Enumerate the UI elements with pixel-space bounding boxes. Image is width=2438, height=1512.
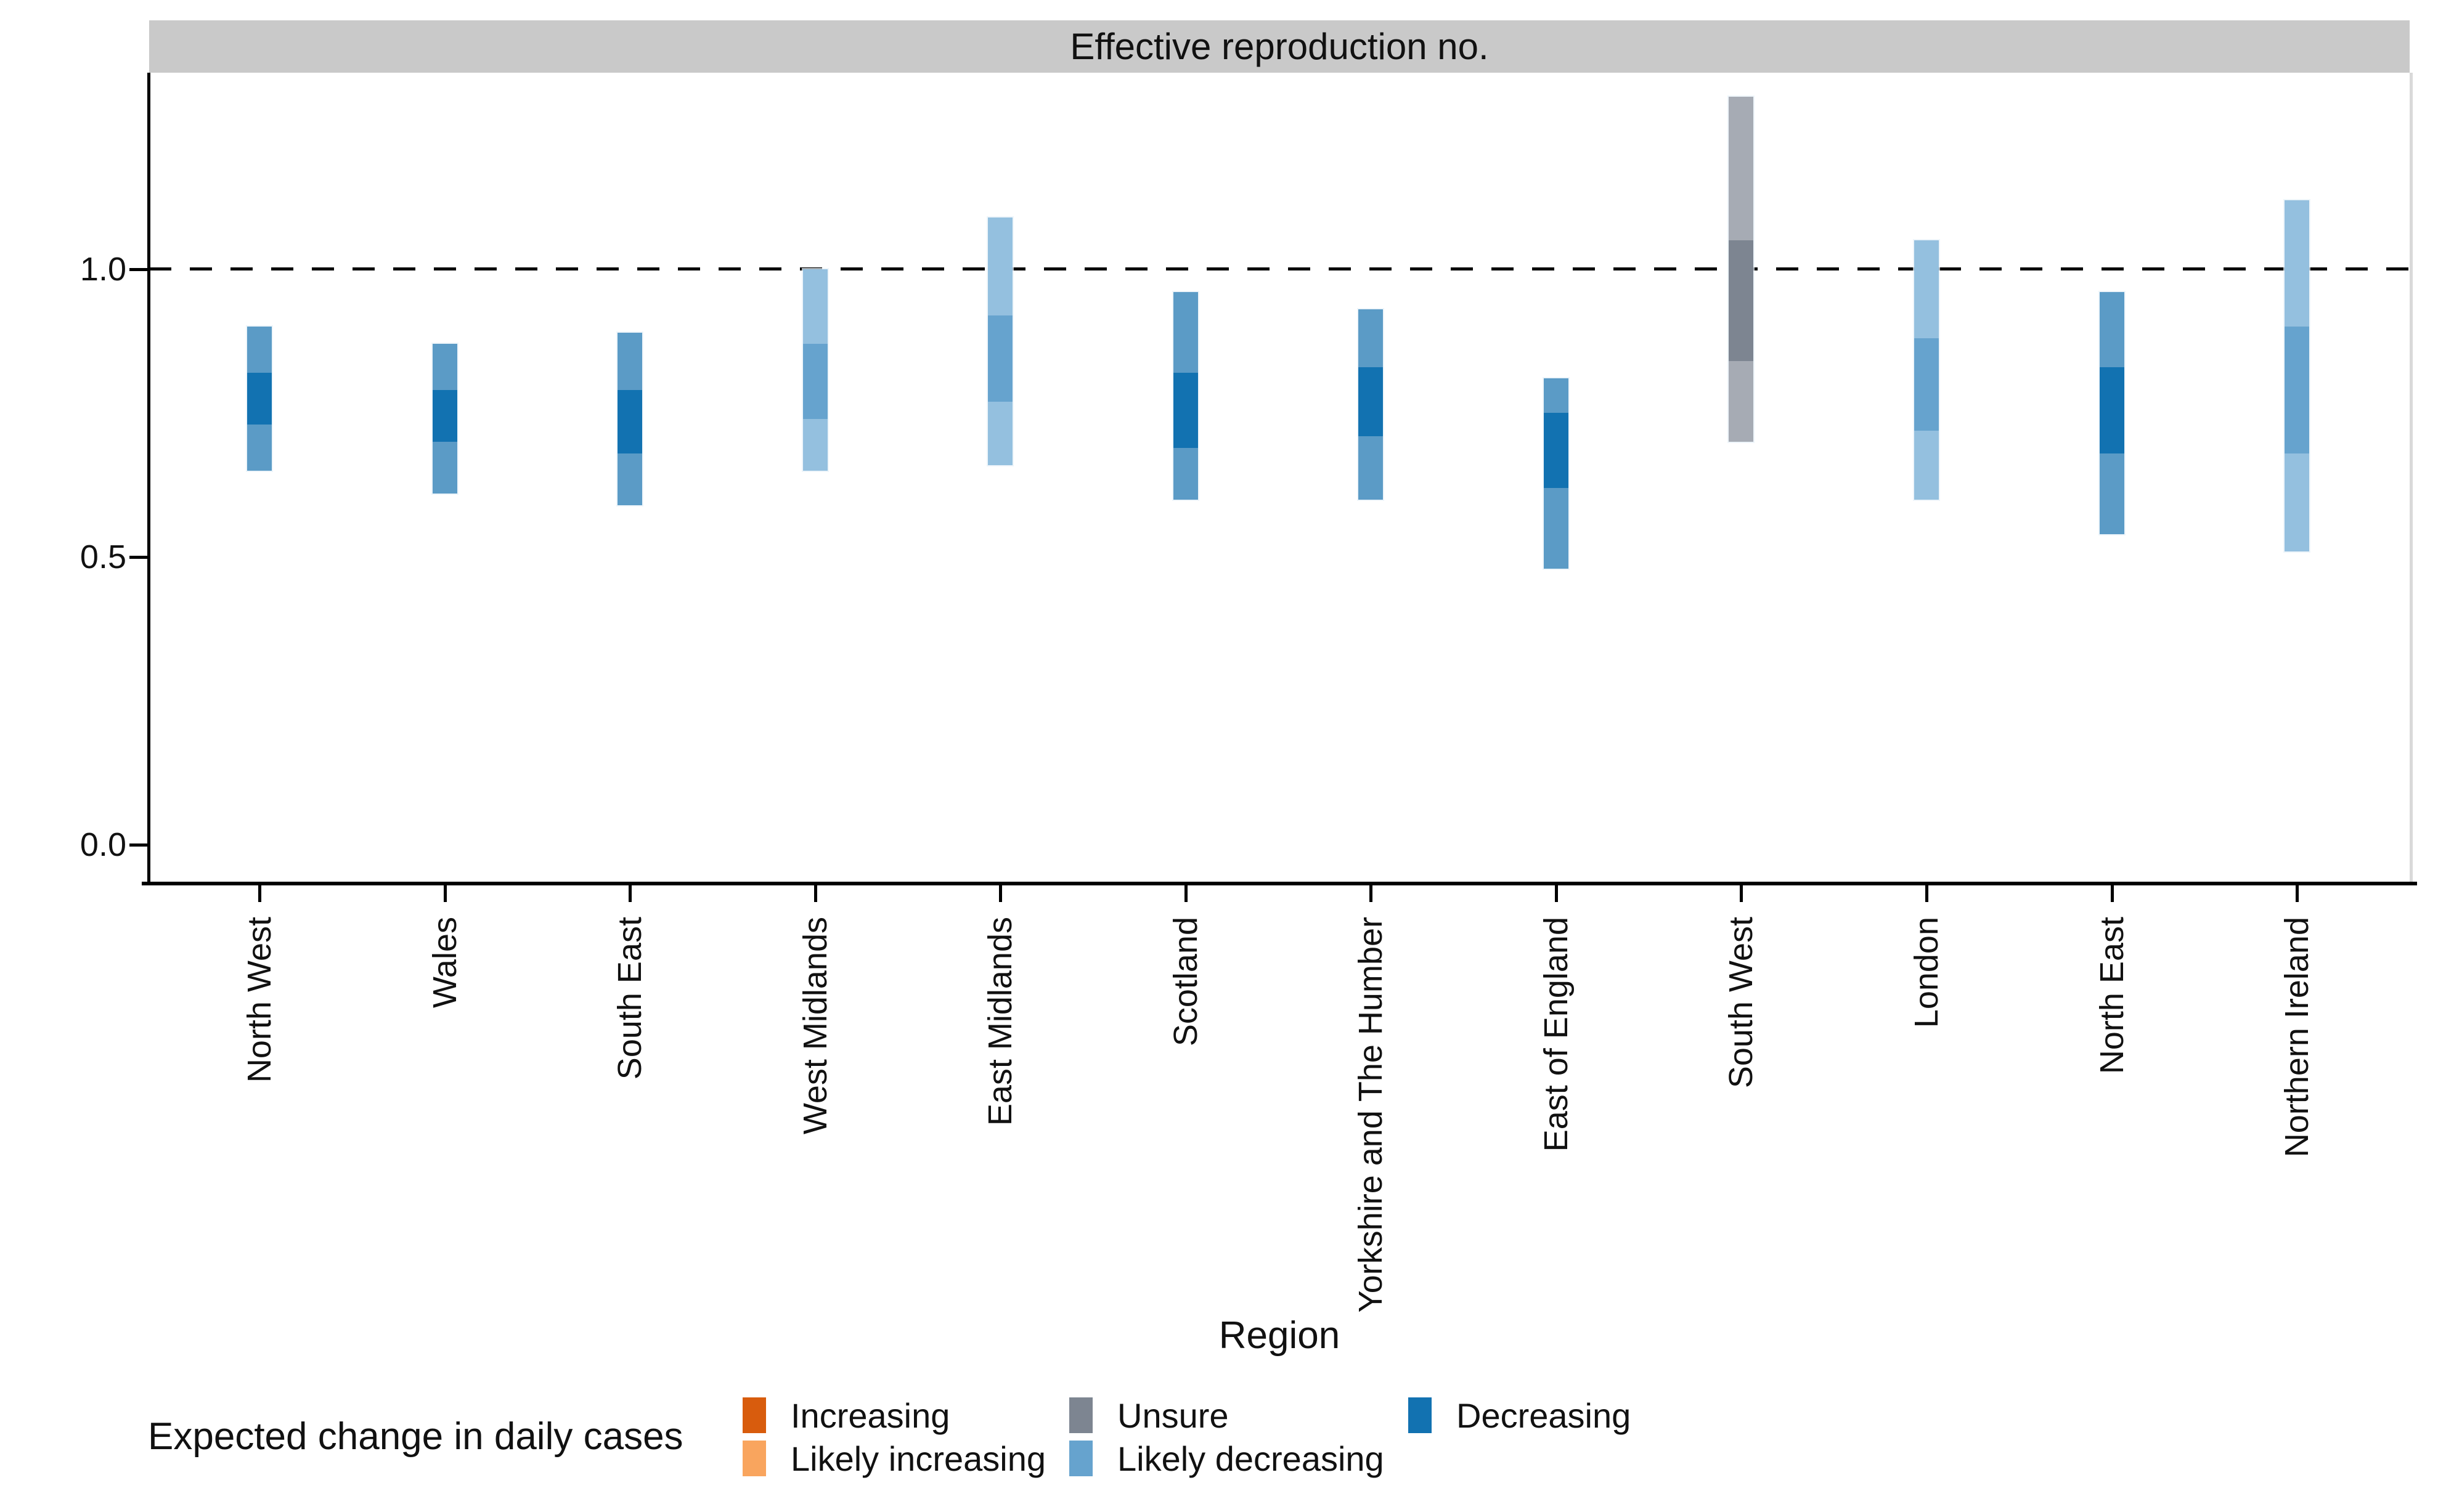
y-tick-label: 1.0: [80, 251, 126, 288]
x-tick-label: Northern Ireland: [2278, 917, 2316, 1158]
x-tick: [1554, 882, 1558, 902]
legend-label: Likely decreasing: [1117, 1439, 1384, 1478]
x-tick: [1184, 882, 1188, 902]
ci-bar-inner: [1173, 373, 1198, 448]
reference-line-r1: [149, 267, 2410, 270]
x-tick: [2296, 882, 2299, 902]
ci-bar-scotland: [1172, 291, 1199, 501]
x-tick-label: South East: [611, 917, 649, 1080]
x-axis-line: [142, 882, 2417, 885]
x-tick: [2110, 882, 2114, 902]
x-axis-title: Region: [1218, 1314, 1340, 1357]
legend-swatch-likely-decreasing: [1069, 1441, 1093, 1476]
ci-bar-inner: [1358, 367, 1384, 436]
y-tick-label: 0.0: [80, 826, 126, 863]
x-tick-label: North West: [241, 917, 278, 1083]
y-tick-label: 0.5: [80, 539, 126, 575]
x-tick: [1369, 882, 1373, 902]
ci-bar-inner: [988, 315, 1013, 402]
legend-swatch-increasing: [743, 1397, 766, 1433]
ci-bar-london: [1912, 239, 1940, 501]
x-tick-label: Scotland: [1167, 917, 1204, 1047]
facet-strip: Effective reproduction no.: [149, 20, 2410, 73]
y-axis-line: [147, 73, 150, 885]
ci-bar-inner: [247, 373, 272, 425]
ci-bar-north-east: [2098, 291, 2126, 535]
ci-bar-south-west: [1727, 95, 1755, 444]
x-tick-label: Wales: [426, 917, 463, 1009]
ci-bar-east-of-england: [1542, 377, 1570, 570]
plot-panel: [149, 73, 2413, 882]
x-tick-label: East Midlands: [982, 917, 1019, 1126]
x-tick-label: Yorkshire and The Humber: [1352, 917, 1390, 1313]
legend-swatch-unsure: [1069, 1397, 1093, 1433]
ci-bar-northern-ireland: [2283, 198, 2311, 553]
legend-label: Likely increasing: [791, 1439, 1046, 1478]
x-tick-label: South West: [1722, 917, 1760, 1089]
x-tick: [1925, 882, 1928, 902]
x-tick: [813, 882, 817, 902]
y-tick: [129, 556, 149, 559]
ci-bar-inner: [802, 344, 828, 419]
x-tick-label: East of England: [1537, 917, 1575, 1152]
legend-label: Unsure: [1117, 1396, 1229, 1435]
legend-label: Decreasing: [1456, 1396, 1631, 1435]
y-tick: [129, 268, 149, 271]
legend-swatch-decreasing: [1408, 1397, 1432, 1433]
x-tick-label: West Midlands: [796, 917, 834, 1135]
ci-bar-inner: [1914, 338, 1939, 431]
ci-bar-yorkshire-and-the-humber: [1357, 308, 1385, 501]
chart-title: Effective reproduction no.: [1070, 26, 1489, 67]
legend-swatch-likely-increasing: [743, 1441, 766, 1476]
y-tick: [129, 843, 149, 847]
ci-bar-north-west: [246, 325, 273, 472]
ci-bar-inner: [618, 390, 643, 453]
x-tick: [443, 882, 447, 902]
x-tick: [629, 882, 632, 902]
x-tick: [258, 882, 261, 902]
ci-bar-inner: [1729, 240, 1754, 362]
x-tick-label: North East: [2093, 917, 2130, 1075]
legend-title: Expected change in daily cases: [148, 1415, 683, 1458]
ci-bar-wales: [431, 343, 459, 495]
legend-label: Increasing: [791, 1396, 950, 1435]
ci-bar-east-midlands: [987, 216, 1014, 466]
ci-bar-inner: [2099, 367, 2124, 453]
x-tick-label: London: [1907, 917, 1945, 1028]
ci-bar-inner: [432, 390, 457, 442]
x-tick: [999, 882, 1003, 902]
ci-bar-south-east: [616, 331, 644, 506]
ci-bar-west-midlands: [801, 268, 829, 472]
ci-bar-inner: [2285, 327, 2310, 453]
x-tick: [1740, 882, 1743, 902]
ci-bar-inner: [1543, 413, 1568, 488]
